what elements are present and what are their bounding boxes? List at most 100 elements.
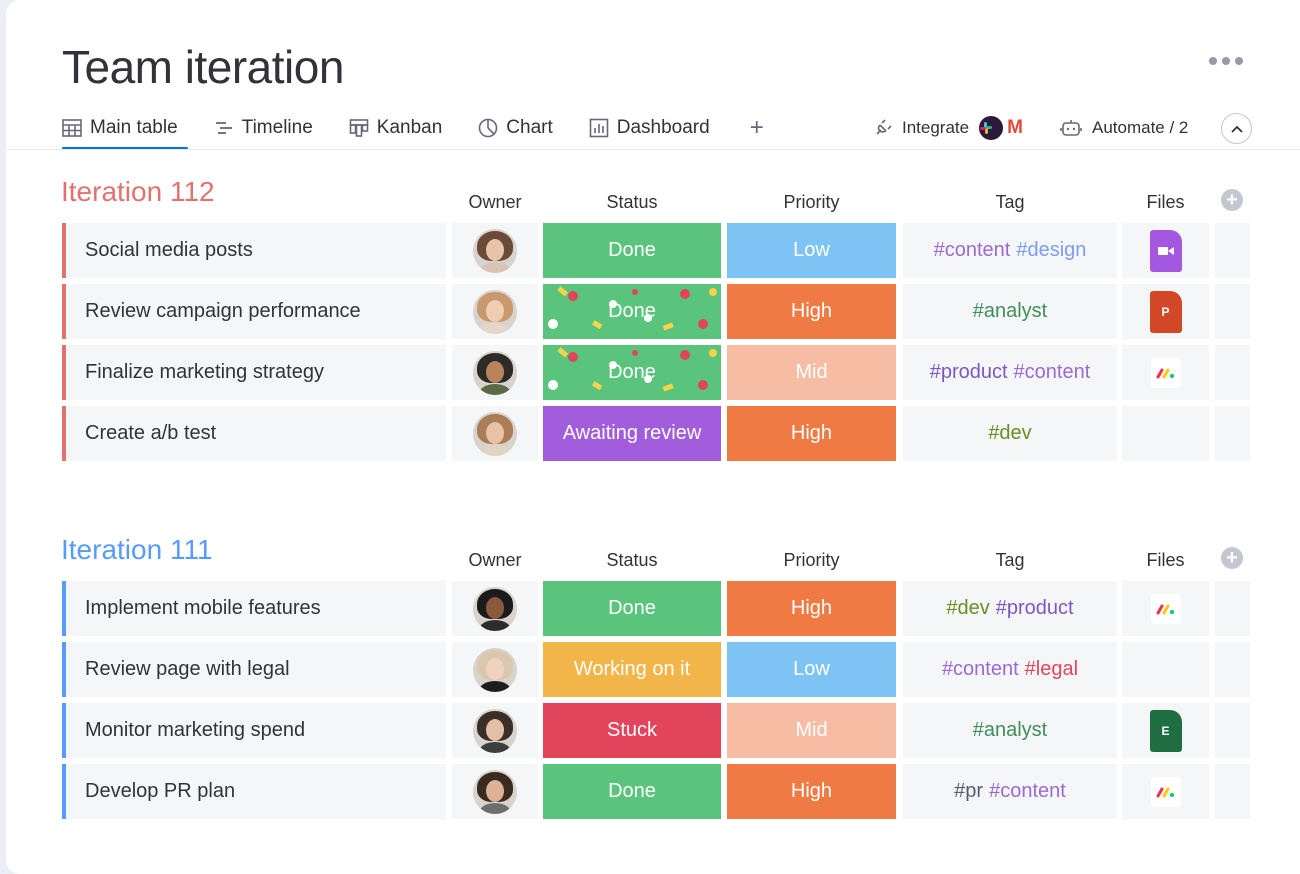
tag-label[interactable]: #pr [954,780,984,802]
tag-label[interactable]: #dev [988,422,1032,444]
item-cell[interactable]: Social media posts [62,223,446,278]
tag-cell[interactable]: #analyst [903,284,1117,339]
more-options-icon[interactable] [1206,44,1246,78]
column-header-priority[interactable]: Priority [783,192,840,212]
status-cell[interactable]: Stuck [543,703,721,758]
item-cell[interactable]: Create a/b test [62,406,446,461]
column-header-owner[interactable]: Owner [468,192,522,212]
column-header-tag[interactable]: Tag [995,192,1025,212]
tag-cell[interactable]: #content #design [903,223,1117,278]
status-cell[interactable]: Done [543,581,721,636]
monday-logo-icon[interactable] [1150,776,1181,807]
tag-label[interactable]: #dev [946,597,990,619]
item-cell[interactable]: Monitor marketing spend [62,703,446,758]
column-header-tag[interactable]: Tag [995,550,1025,570]
collapse-header-button[interactable] [1221,113,1252,144]
tag-cell[interactable]: #dev #product [903,581,1117,636]
tag-cell[interactable]: #analyst [903,703,1117,758]
priority-cell[interactable]: High [727,581,896,636]
add-view-button[interactable]: + [749,114,764,141]
item-cell[interactable]: Implement mobile features [62,581,446,636]
table-row[interactable]: Create a/b test Awaiting review High #dev [62,406,1250,461]
powerpoint-file-icon[interactable]: P [1149,290,1182,333]
tag-label[interactable]: #product [929,361,1008,383]
table-row[interactable]: Review campaign performance Done High #anal… [62,284,1250,339]
priority-cell[interactable]: Low [727,223,896,278]
files-cell[interactable]: E [1122,703,1209,758]
owner-cell[interactable] [452,764,538,819]
table-row[interactable]: Finalize marketing strategy Done Mid #produ… [62,345,1250,400]
owner-cell[interactable] [452,581,538,636]
status-cell[interactable]: Done [543,284,721,339]
status-cell[interactable]: Working on it [543,642,721,697]
column-header-priority[interactable]: Priority [783,550,840,570]
files-cell[interactable] [1122,406,1209,461]
add-column-icon[interactable]: + [1221,189,1243,211]
group-color-bar [62,642,66,697]
owner-cell[interactable] [452,223,538,278]
files-cell[interactable] [1122,642,1209,697]
add-column-icon[interactable]: + [1221,547,1243,569]
item-cell[interactable]: Finalize marketing strategy [62,345,446,400]
owner-cell[interactable] [452,406,538,461]
excel-file-icon[interactable]: E [1149,709,1182,752]
priority-cell[interactable]: High [727,406,896,461]
files-cell[interactable] [1122,223,1209,278]
files-cell[interactable]: P [1122,284,1209,339]
item-cell[interactable]: Review campaign performance [62,284,446,339]
owner-cell[interactable] [452,284,538,339]
table-row[interactable]: Implement mobile features Done High #dev #pr… [62,581,1250,636]
column-header-status[interactable]: Status [606,192,658,212]
priority-cell[interactable]: High [727,764,896,819]
tag-label[interactable]: #legal [1024,658,1079,680]
group-title[interactable]: Iteration 111 [61,534,213,565]
tag-label[interactable]: #analyst [972,300,1048,322]
monday-logo-icon[interactable] [1150,357,1181,388]
table-row[interactable]: Monitor marketing spend Stuck Mid #analyst E [62,703,1250,758]
tag-label[interactable]: #design [1016,239,1087,261]
tag-cell[interactable]: #dev [903,406,1117,461]
tab-main-table[interactable]: Main table [62,106,188,150]
priority-cell[interactable]: Mid [727,703,896,758]
tab-dashboard[interactable]: Dashboard [589,106,710,150]
monday-logo-icon[interactable] [1150,593,1181,624]
column-header-owner[interactable]: Owner [468,550,522,570]
item-cell[interactable]: Review page with legal [62,642,446,697]
status-cell[interactable]: Done [543,223,721,278]
files-cell[interactable] [1122,581,1209,636]
owner-cell[interactable] [452,642,538,697]
automate-button[interactable]: Automate / 2 [1060,110,1188,146]
tag-label[interactable]: #content [989,780,1066,802]
status-cell[interactable]: Awaiting review [543,406,721,461]
priority-cell[interactable]: Low [727,642,896,697]
tag-label[interactable]: #content [1013,361,1091,383]
table-row[interactable]: Review page with legal Working on it Low #c… [62,642,1250,697]
column-header-files[interactable]: Files [1146,550,1185,570]
tag-cell[interactable]: #content #legal [903,642,1117,697]
table-row[interactable]: Social media posts Done Low #content #design [62,223,1250,278]
tag-cell[interactable]: #pr #content [903,764,1117,819]
status-cell[interactable]: Done [543,345,721,400]
column-header-status[interactable]: Status [606,550,658,570]
priority-cell[interactable]: High [727,284,896,339]
tab-timeline[interactable]: Timeline [214,106,313,150]
priority-cell[interactable]: Mid [727,345,896,400]
integrate-button[interactable]: Integrate M [874,110,1023,146]
video-file-icon[interactable] [1149,229,1182,272]
tag-label[interactable]: #content [941,658,1019,680]
table-row[interactable]: Develop PR plan Done High #pr #content [62,764,1250,819]
files-cell[interactable] [1122,764,1209,819]
tab-kanban[interactable]: Kanban [349,106,442,150]
status-cell[interactable]: Done [543,764,721,819]
tag-label[interactable]: #product [995,597,1074,619]
tag-label[interactable]: #content [933,239,1011,261]
column-header-files[interactable]: Files [1146,192,1185,212]
tag-cell[interactable]: #product #content [903,345,1117,400]
owner-cell[interactable] [452,345,538,400]
group-title[interactable]: Iteration 112 [61,176,215,207]
tab-chart[interactable]: Chart [478,106,553,150]
tag-label[interactable]: #analyst [972,719,1048,741]
files-cell[interactable] [1122,345,1209,400]
item-cell[interactable]: Develop PR plan [62,764,446,819]
owner-cell[interactable] [452,703,538,758]
